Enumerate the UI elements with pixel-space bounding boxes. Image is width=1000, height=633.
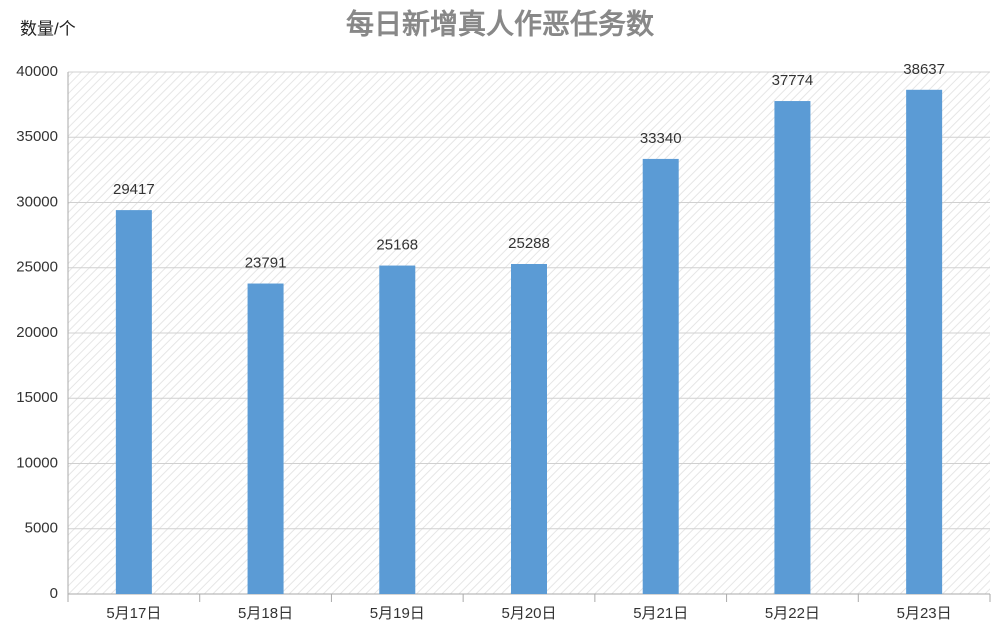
y-tick-label: 25000 — [16, 259, 58, 276]
bar — [774, 101, 811, 594]
bar — [247, 283, 284, 594]
y-tick-label: 0 — [50, 585, 58, 602]
bar — [379, 265, 416, 594]
x-tick-label: 5月23日 — [897, 605, 952, 622]
x-tick-label: 5月20日 — [501, 605, 556, 622]
y-tick-label: 40000 — [16, 63, 58, 80]
bar — [906, 89, 943, 595]
bar — [642, 158, 679, 594]
y-tick-label: 30000 — [16, 193, 58, 210]
x-tick-label: 5月22日 — [765, 605, 820, 622]
x-tick-label: 5月17日 — [106, 605, 161, 622]
x-tick-label: 5月21日 — [633, 605, 688, 622]
y-tick-label: 5000 — [25, 520, 58, 537]
y-tick-label: 10000 — [16, 454, 58, 471]
x-tick-label: 5月19日 — [370, 605, 425, 622]
data-label: 29417 — [113, 181, 155, 198]
data-label: 37774 — [772, 72, 814, 89]
y-tick-label: 15000 — [16, 389, 58, 406]
data-label: 25288 — [508, 235, 550, 252]
data-label: 25168 — [376, 237, 418, 254]
data-label: 23791 — [245, 254, 287, 271]
y-tick-label: 20000 — [16, 324, 58, 341]
data-label: 33340 — [640, 130, 682, 147]
y-tick-label: 35000 — [16, 128, 58, 145]
bar — [115, 210, 152, 594]
chart-title: 每日新增真人作恶任务数 — [346, 8, 655, 41]
bar — [511, 263, 547, 594]
y-axis-label: 数量/个 — [20, 19, 76, 38]
x-tick-label: 5月18日 — [238, 605, 293, 622]
data-label: 38637 — [903, 61, 945, 78]
